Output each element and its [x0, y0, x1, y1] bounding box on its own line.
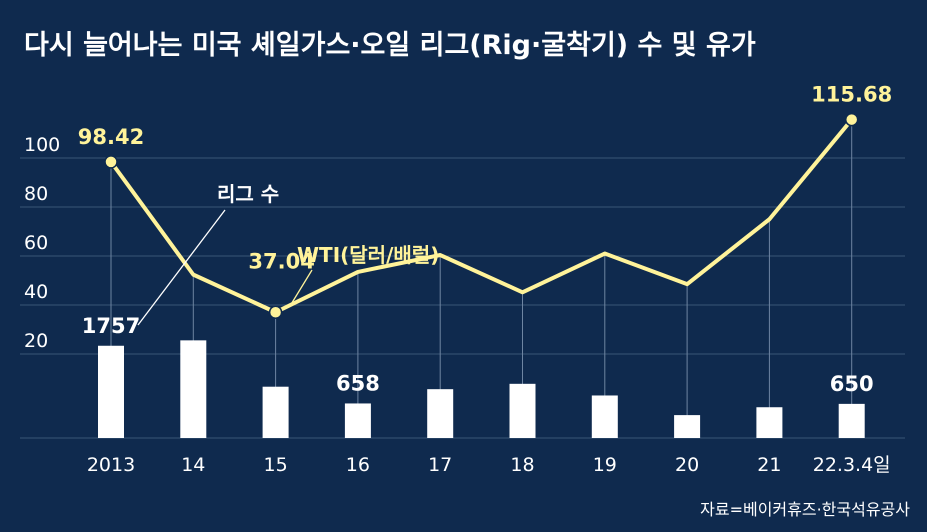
- bar: [262, 386, 289, 438]
- bar: [344, 403, 371, 438]
- y-tick-label: 80: [24, 183, 48, 205]
- wti-marker: [844, 112, 859, 127]
- wti-marker: [268, 305, 283, 320]
- bar: [674, 415, 701, 438]
- x-tick-label: 14: [181, 454, 205, 476]
- x-tick-label: 17: [428, 454, 452, 476]
- x-tick-label: 2013: [87, 454, 135, 476]
- bar: [591, 395, 618, 438]
- wti-value-label: 37.04: [248, 249, 314, 273]
- wti-value-label: 115.68: [811, 83, 892, 107]
- wti-line: [109, 118, 854, 315]
- wti-leader-line: [289, 269, 313, 307]
- x-tick-label: 15: [264, 454, 288, 476]
- x-tick-label: 18: [510, 454, 534, 476]
- wti-value-label: 98.42: [78, 125, 144, 149]
- wti-marker: [104, 155, 118, 169]
- y-tick-label: 40: [24, 281, 48, 303]
- rig-leader-line: [137, 209, 226, 326]
- bar-value-label: 1757: [82, 314, 140, 338]
- x-tick-label: 19: [593, 454, 617, 476]
- bar: [509, 383, 536, 438]
- source-note: 자료=베이커휴즈·한국석유공사: [700, 500, 910, 519]
- x-tick-label: 20: [675, 454, 699, 476]
- bar-value-label: 650: [830, 372, 874, 396]
- bar: [98, 345, 124, 438]
- y-tick-label: 60: [24, 232, 48, 254]
- wti-series-label: WTI(달러/배럴): [297, 243, 439, 267]
- bar: [838, 403, 865, 438]
- x-tick-label: 21: [757, 454, 781, 476]
- x-tick-label: 22.3.4일: [813, 454, 891, 476]
- bar: [756, 407, 783, 438]
- y-tick-label: 100: [24, 134, 60, 156]
- chart-title: 다시 늘어나는 미국 셰일가스·오일 리그(Rig·굴착기) 수 및 유가: [24, 30, 756, 61]
- bar: [180, 340, 207, 438]
- y-tick-label: 20: [24, 330, 48, 352]
- x-tick-label: 16: [346, 454, 370, 476]
- bar-value-label: 658: [336, 371, 380, 395]
- rig-series-label: 리그 수: [217, 182, 279, 206]
- bar: [427, 389, 454, 438]
